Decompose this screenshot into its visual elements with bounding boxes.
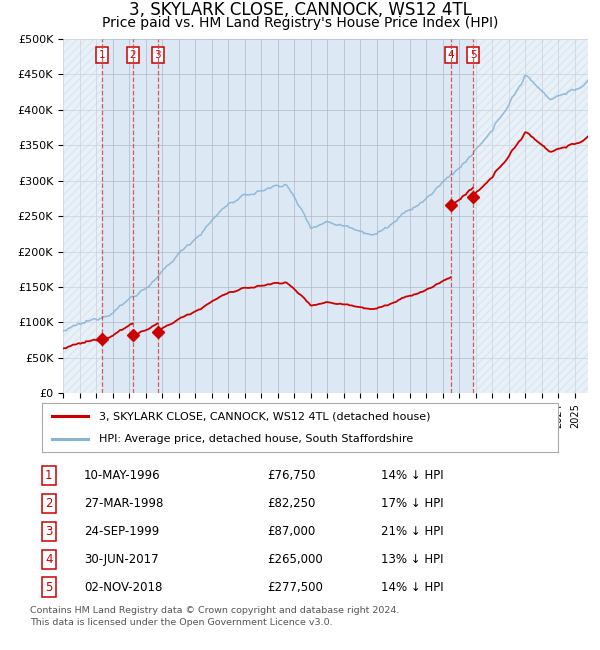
Text: 17% ↓ HPI: 17% ↓ HPI — [381, 497, 443, 510]
Bar — [63, 39, 102, 393]
Text: Price paid vs. HM Land Registry's House Price Index (HPI): Price paid vs. HM Land Registry's House … — [102, 16, 498, 31]
Text: 4: 4 — [45, 552, 53, 566]
Text: 14% ↓ HPI: 14% ↓ HPI — [381, 469, 443, 482]
Text: 5: 5 — [470, 50, 476, 60]
Text: 14% ↓ HPI: 14% ↓ HPI — [381, 581, 443, 594]
Text: 2: 2 — [130, 50, 136, 60]
Text: 4: 4 — [448, 50, 454, 60]
Text: 5: 5 — [45, 581, 53, 594]
Text: £76,750: £76,750 — [268, 469, 316, 482]
Text: £87,000: £87,000 — [268, 525, 316, 538]
Text: HPI: Average price, detached house, South Staffordshire: HPI: Average price, detached house, Sout… — [99, 434, 413, 443]
Text: 13% ↓ HPI: 13% ↓ HPI — [381, 552, 443, 566]
Text: £82,250: £82,250 — [268, 497, 316, 510]
Text: 3, SKYLARK CLOSE, CANNOCK, WS12 4TL (detached house): 3, SKYLARK CLOSE, CANNOCK, WS12 4TL (det… — [99, 411, 430, 421]
Text: £277,500: £277,500 — [268, 581, 323, 594]
Text: 02-NOV-2018: 02-NOV-2018 — [84, 581, 163, 594]
Text: 30-JUN-2017: 30-JUN-2017 — [84, 552, 158, 566]
Text: 10-MAY-1996: 10-MAY-1996 — [84, 469, 161, 482]
Text: 3, SKYLARK CLOSE, CANNOCK, WS12 4TL: 3, SKYLARK CLOSE, CANNOCK, WS12 4TL — [128, 1, 472, 20]
Text: 3: 3 — [154, 50, 161, 60]
Bar — [473, 39, 588, 393]
Text: 2: 2 — [45, 497, 53, 510]
Text: 1: 1 — [45, 469, 53, 482]
Text: £265,000: £265,000 — [268, 552, 323, 566]
Text: 21% ↓ HPI: 21% ↓ HPI — [381, 525, 443, 538]
Text: 24-SEP-1999: 24-SEP-1999 — [84, 525, 159, 538]
Text: 27-MAR-1998: 27-MAR-1998 — [84, 497, 163, 510]
Text: Contains HM Land Registry data © Crown copyright and database right 2024.
This d: Contains HM Land Registry data © Crown c… — [30, 606, 400, 627]
Text: 3: 3 — [45, 525, 53, 538]
Text: 1: 1 — [98, 50, 105, 60]
